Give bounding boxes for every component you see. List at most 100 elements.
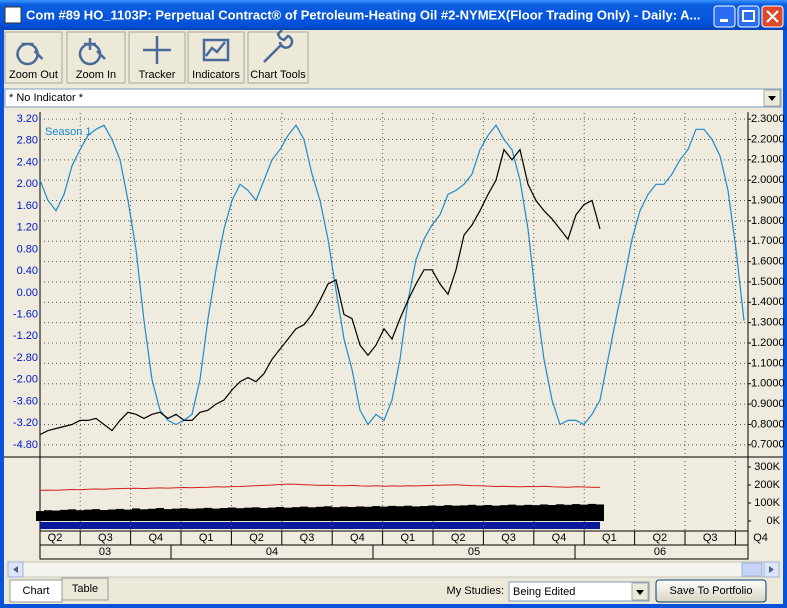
- studies-select[interactable]: [508, 581, 650, 602]
- volume-bar: [404, 505, 412, 522]
- volume-base: [40, 522, 600, 529]
- x-tick-label: Q1: [199, 532, 214, 544]
- minimize-glyph: [720, 19, 728, 22]
- x-tick-label: Q3: [703, 532, 718, 544]
- y2-tick-label: 1.9000: [751, 194, 785, 206]
- volume-bar: [108, 509, 116, 522]
- y2-tick-label: 1.1000: [751, 357, 785, 369]
- left-axis-label: -1.20: [13, 330, 38, 342]
- x-tick-label: Q4: [753, 532, 768, 544]
- scrollbar[interactable]: [7, 561, 780, 578]
- save-button[interactable]: [655, 579, 767, 603]
- button-icon: [16, 42, 44, 66]
- toolbar-button[interactable]: Indicators: [187, 31, 245, 84]
- volume-bar: [148, 508, 156, 522]
- volume-bar: [396, 506, 404, 522]
- volume-bar: [580, 504, 588, 522]
- x-tick-label: Q2: [652, 532, 667, 544]
- dropdown-arrow: [768, 96, 776, 101]
- left-axis-label: 1.60: [17, 200, 38, 212]
- volume-bar: [276, 506, 284, 522]
- series-line: [39, 483, 601, 491]
- volume-bar: [204, 507, 212, 522]
- year-label: 05: [468, 546, 480, 558]
- volume-bar: [132, 508, 140, 522]
- x-tick-label: Q4: [148, 532, 163, 544]
- x-tick-label: Q2: [48, 532, 63, 544]
- volume-bar: [52, 510, 60, 522]
- y2-tick-label: 1.6000: [751, 256, 785, 268]
- scroll-right-arrow: [769, 566, 774, 573]
- volume-bar: [372, 506, 380, 522]
- button-label: Chart Tools: [250, 69, 306, 81]
- volume-bar: [212, 508, 220, 522]
- button-label: Zoom In: [76, 69, 116, 81]
- volume-bar: [44, 510, 52, 522]
- button-icon: [202, 38, 230, 62]
- button-label: Zoom Out: [9, 69, 58, 81]
- volume-bar: [252, 507, 260, 522]
- minimize-button[interactable]: [713, 5, 736, 28]
- volume-bar: [228, 507, 236, 522]
- volume-bar: [92, 509, 100, 522]
- volume-bar: [452, 505, 460, 522]
- volume-bar: [260, 508, 268, 522]
- y2-tick-label: 1.7000: [751, 235, 785, 247]
- volume-bar: [364, 506, 372, 522]
- y2-tick-label: 1.8000: [751, 215, 785, 227]
- volume-bar: [244, 507, 252, 522]
- volume-bar: [460, 505, 468, 522]
- volume-bar: [332, 507, 340, 522]
- x-tick-label: Q2: [451, 532, 466, 544]
- volume-bar: [436, 505, 444, 522]
- plot: 2.3000 2.2000 2.1000 2.0000 1.9000 1.8000 1.70…: [13, 113, 785, 559]
- volume-bar: [164, 509, 172, 522]
- indicator-select[interactable]: [4, 88, 782, 108]
- x-tick-label: Q3: [98, 532, 113, 544]
- y2-tick-label: 1.2000: [751, 337, 785, 349]
- toolbar-button[interactable]: Chart Tools: [247, 29, 309, 84]
- volume-bar: [292, 507, 300, 522]
- volume-bar: [60, 509, 68, 522]
- left-axis-label: 0.00: [17, 287, 38, 299]
- window-title: Com #89 HO_1103P: Perpetual Contract® of…: [26, 7, 700, 22]
- volume-bar: [476, 505, 484, 522]
- volume-bar: [484, 504, 492, 522]
- volume-bar: [540, 504, 548, 522]
- toolbar-button[interactable]: Zoom In: [66, 31, 126, 84]
- volume-bar: [548, 504, 556, 522]
- toolbar-button[interactable]: Zoom Out: [4, 31, 63, 84]
- left-axis-label: 0.80: [17, 243, 38, 255]
- left-axis-label: -2.00: [13, 374, 38, 386]
- tab-label: Chart: [23, 585, 50, 597]
- save-button-label: Save To Portfolio: [670, 585, 753, 597]
- button-face: [247, 31, 309, 84]
- scroll-thumb[interactable]: [741, 562, 763, 577]
- volume-bar: [316, 506, 324, 522]
- toolbar-button[interactable]: Tracker: [128, 31, 186, 84]
- left-axis-label: -4.80: [13, 439, 38, 451]
- volume-bar: [500, 505, 508, 522]
- volume-bar: [340, 506, 348, 522]
- volume-bar: [76, 510, 84, 522]
- button-label: Tracker: [139, 69, 176, 81]
- maximize-button[interactable]: [737, 5, 760, 28]
- year-label: 06: [654, 546, 666, 558]
- left-axis-label: 1.20: [17, 222, 38, 234]
- maximize-glyph: [742, 10, 755, 22]
- left-axis-label: -3.60: [13, 395, 38, 407]
- y-tick-label: 200K: [754, 479, 780, 491]
- volume-bar: [492, 505, 500, 522]
- volume-bar: [268, 507, 276, 522]
- button-face: [66, 31, 126, 84]
- x-tick-label: Q4: [350, 532, 365, 544]
- close-glyph: [766, 10, 779, 23]
- volume-bar: [572, 504, 580, 522]
- studies-value: Being Edited: [513, 586, 575, 598]
- tab-table[interactable]: [61, 577, 109, 601]
- left-axis-label: 2.80: [17, 135, 38, 147]
- volume-bar: [188, 508, 196, 522]
- y2-tick-label: 2.0000: [751, 174, 785, 186]
- indicator-select-value: * No Indicator *: [9, 92, 84, 104]
